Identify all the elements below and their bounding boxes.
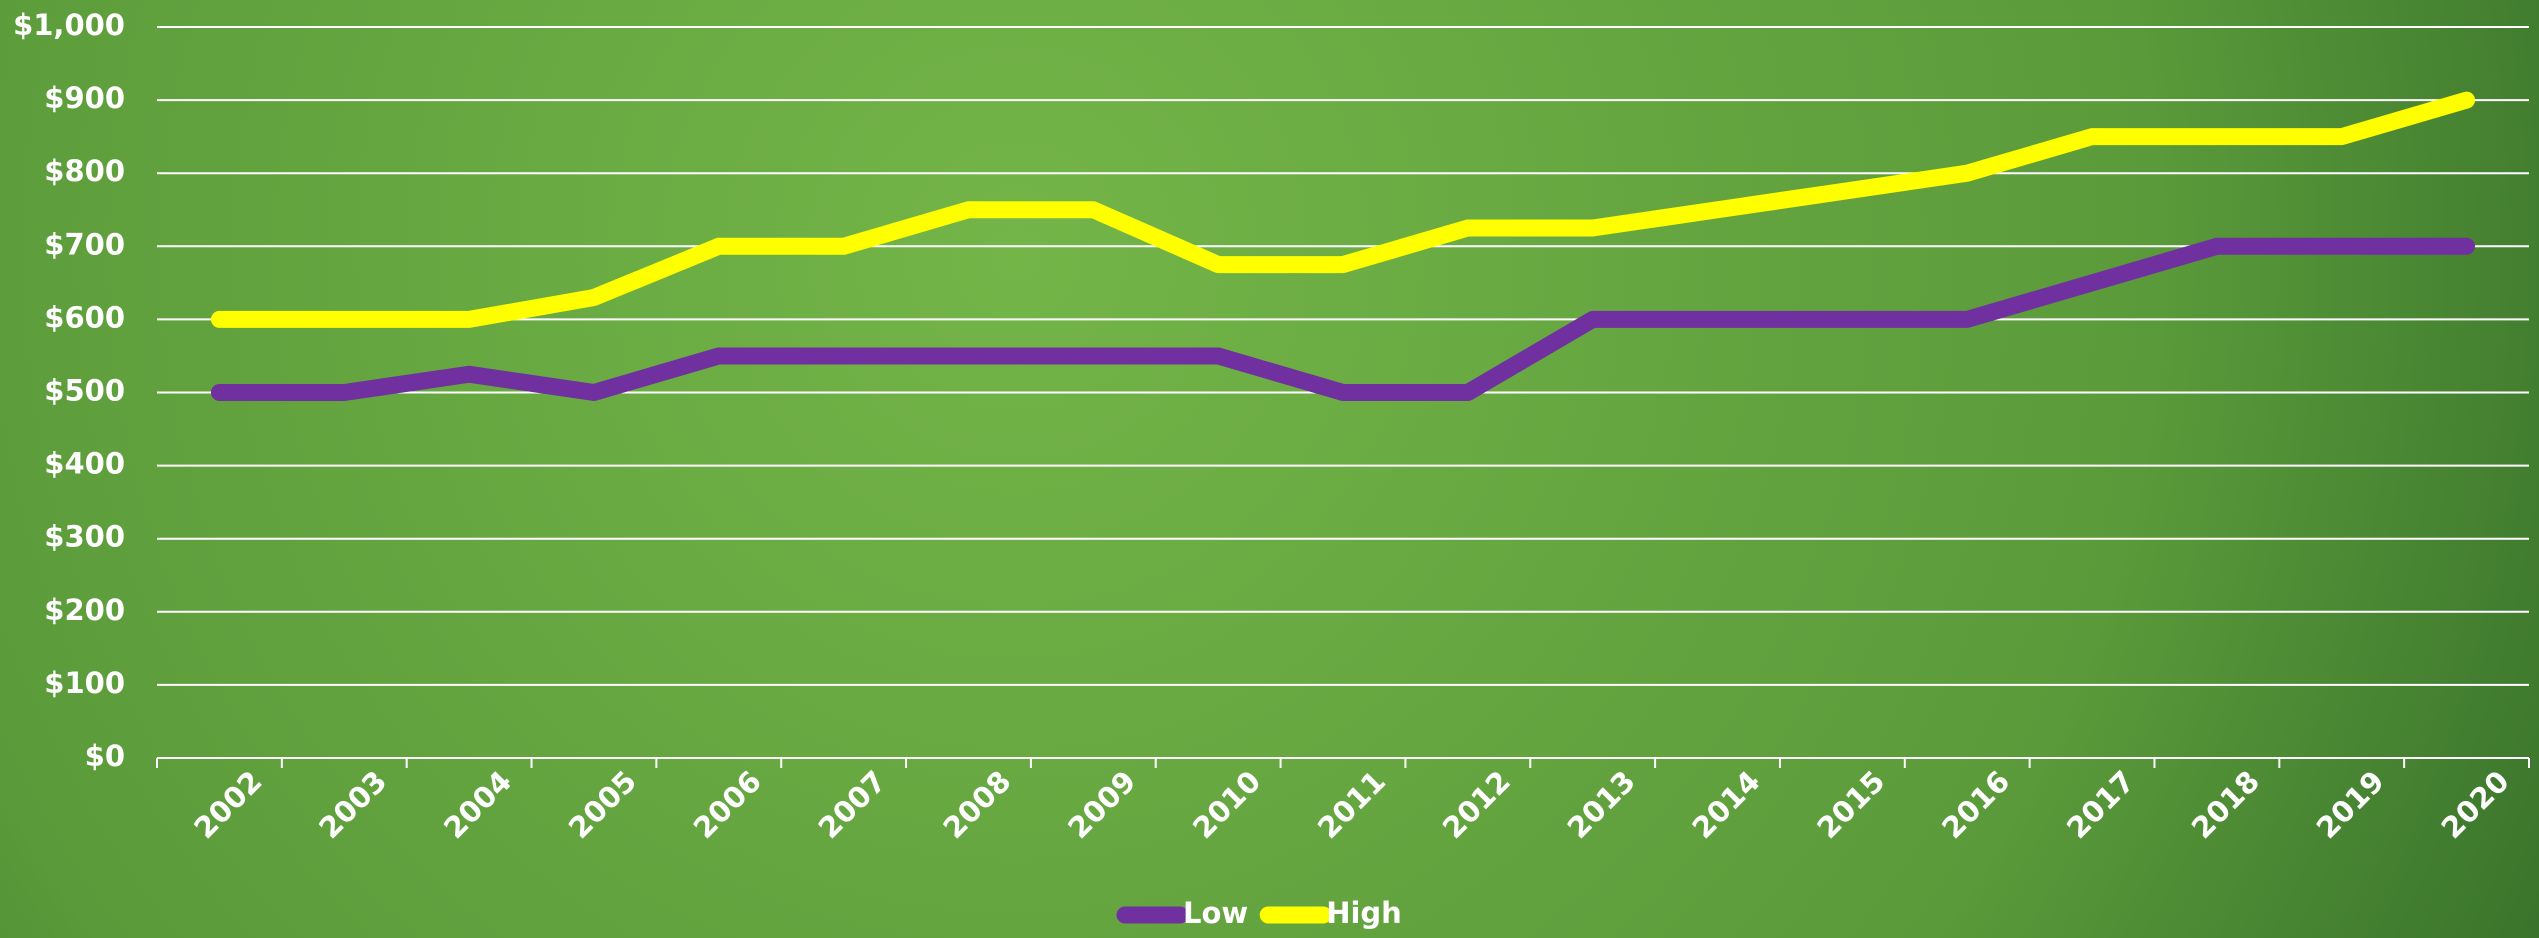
y-tick-label: $700 — [44, 227, 125, 261]
y-tick-label: $400 — [44, 447, 125, 481]
series-line — [210, 91, 2476, 328]
y-tick-label: $200 — [44, 593, 125, 627]
y-tick-label: $900 — [44, 81, 125, 115]
y-tick-label: $1,000 — [13, 8, 125, 42]
y-tick-label: $600 — [44, 300, 125, 334]
y-tick-label: $100 — [44, 666, 125, 700]
y-tick-label: $800 — [44, 154, 125, 188]
y-tick-label: $300 — [44, 520, 125, 554]
y-tick-label: $0 — [85, 739, 125, 773]
legend-label: High — [1326, 896, 1402, 930]
y-tick-label: $500 — [44, 374, 125, 408]
legend-label: Low — [1183, 896, 1248, 930]
series-line — [210, 237, 2476, 401]
